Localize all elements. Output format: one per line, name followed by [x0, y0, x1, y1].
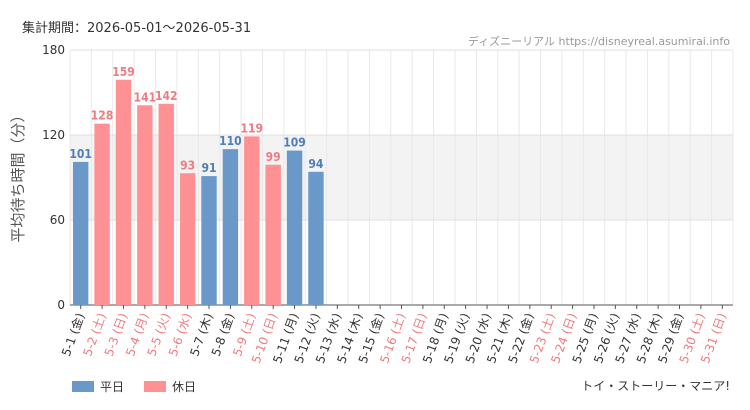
bar-value-label: 91 — [202, 161, 217, 175]
bar-value-label: 159 — [112, 65, 135, 79]
y-tick-label: 60 — [50, 213, 65, 227]
y-tick-label: 180 — [42, 43, 65, 57]
bar-value-label: 101 — [69, 147, 92, 161]
y-tick-label: 0 — [57, 298, 65, 312]
bar — [72, 161, 89, 305]
bar-value-label: 128 — [91, 109, 114, 123]
y-axis-label: 平均待ち時間（分） — [9, 107, 27, 242]
bar — [201, 176, 217, 305]
bar-value-label: 94 — [308, 157, 324, 171]
period-text: 集計期間：2026-05-01～2026-05-31 — [22, 21, 252, 36]
bar-value-label: 110 — [219, 134, 242, 148]
bar — [222, 149, 239, 305]
svg-text:平均待ち時間（分）: 平均待ち時間（分） — [9, 107, 27, 242]
bar — [94, 123, 110, 306]
bar-value-label: 142 — [155, 89, 178, 103]
attraction-name: トイ・ストーリー・マニア! — [581, 379, 730, 393]
y-tick-label: 120 — [42, 128, 65, 142]
bar-value-label: 99 — [266, 150, 281, 164]
bar-value-label: 93 — [180, 158, 195, 172]
bar — [265, 164, 281, 305]
bar — [158, 103, 174, 305]
bar — [308, 171, 324, 305]
legend-item-holiday: 休日 — [144, 378, 196, 395]
bar — [115, 79, 132, 305]
bar-value-label: 119 — [241, 121, 264, 135]
bar — [244, 136, 260, 305]
site-credit: ディズニーリアル https://disneyreal.asumirai.inf… — [467, 35, 730, 48]
legend-label-holiday: 休日 — [172, 380, 197, 394]
legend-item-weekday: 平日 — [72, 378, 124, 395]
legend: 平日 休日 — [72, 378, 196, 395]
bar — [137, 105, 153, 305]
bar-value-label: 141 — [134, 90, 157, 104]
legend-swatch-weekday — [72, 381, 94, 392]
bar — [179, 173, 196, 305]
bar-value-label: 109 — [283, 136, 306, 150]
legend-swatch-holiday — [144, 381, 167, 392]
legend-label-weekday: 平日 — [100, 380, 125, 394]
bar — [286, 150, 303, 305]
